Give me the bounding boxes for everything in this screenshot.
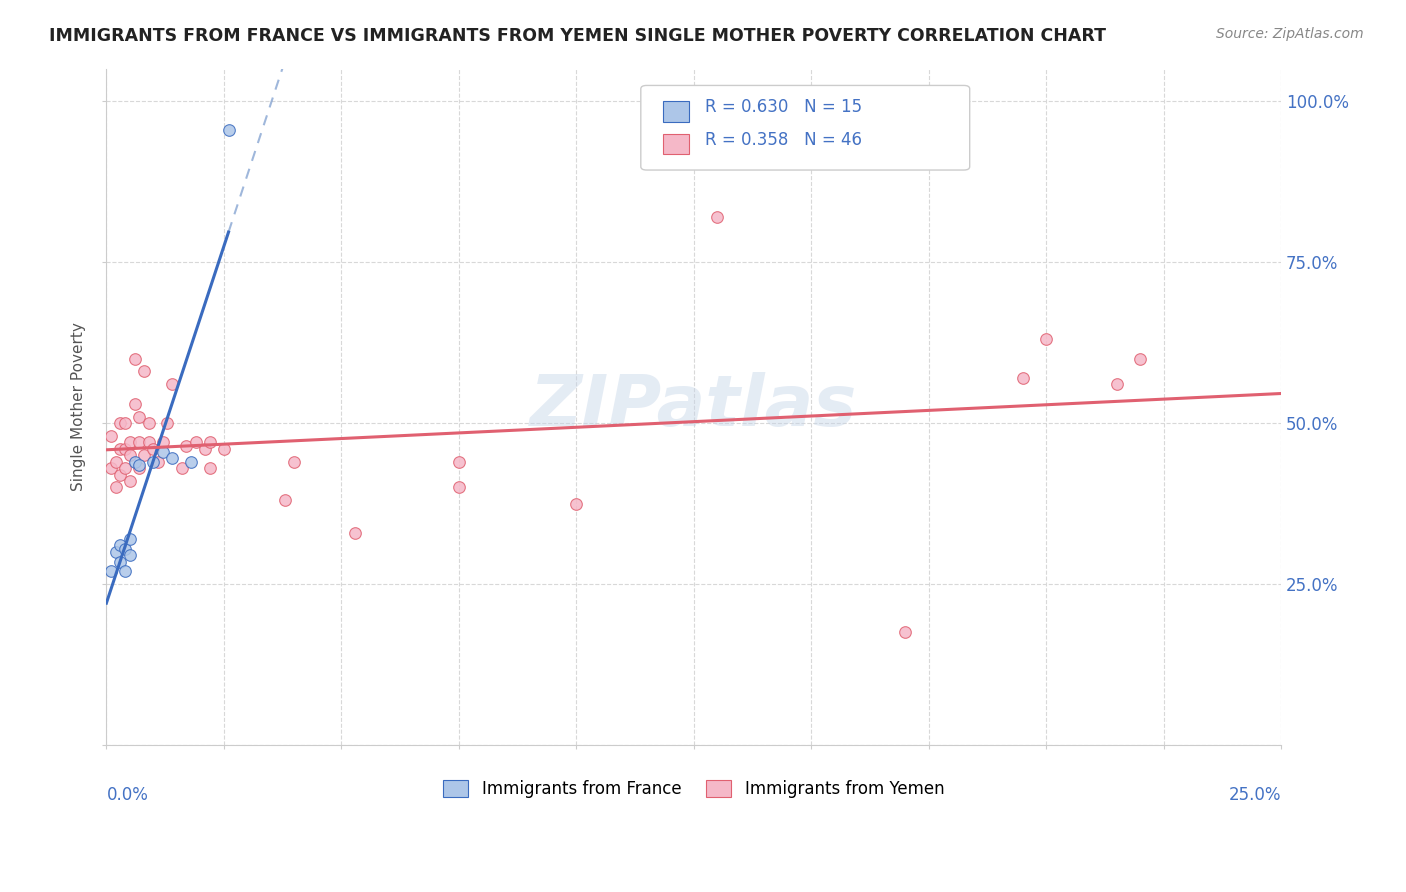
Point	[104, 455, 127, 469]
Point	[1129, 351, 1152, 366]
Point	[1011, 371, 1033, 385]
Point	[118, 548, 141, 562]
Point	[118, 532, 141, 546]
FancyBboxPatch shape	[641, 86, 970, 170]
Point	[283, 455, 305, 469]
Point	[184, 435, 207, 450]
Point	[110, 467, 132, 482]
Text: Source: ZipAtlas.com: Source: ZipAtlas.com	[1216, 27, 1364, 41]
Point	[198, 435, 221, 450]
Point	[274, 493, 297, 508]
Point	[100, 461, 122, 475]
Point	[118, 474, 141, 488]
Point	[138, 435, 160, 450]
Point	[198, 461, 221, 475]
Point	[132, 364, 155, 378]
Point	[447, 480, 470, 494]
Point	[894, 625, 917, 640]
Point	[218, 122, 240, 136]
Point	[100, 564, 122, 578]
Point	[138, 416, 160, 430]
Legend: Immigrants from France, Immigrants from Yemen: Immigrants from France, Immigrants from …	[436, 773, 950, 805]
Point	[114, 416, 136, 430]
Text: 0.0%: 0.0%	[107, 786, 148, 804]
Point	[100, 429, 122, 443]
Point	[142, 442, 165, 456]
Point	[110, 442, 132, 456]
Point	[142, 455, 165, 469]
Point	[174, 439, 197, 453]
FancyBboxPatch shape	[664, 134, 689, 154]
Point	[1035, 332, 1057, 346]
Point	[114, 541, 136, 556]
FancyBboxPatch shape	[664, 101, 689, 122]
Point	[128, 409, 150, 424]
Point	[194, 442, 217, 456]
Point	[110, 555, 132, 569]
Y-axis label: Single Mother Poverty: Single Mother Poverty	[72, 323, 86, 491]
Point	[124, 397, 146, 411]
Point	[160, 377, 183, 392]
Point	[104, 545, 127, 559]
Point	[110, 539, 132, 553]
Point	[128, 435, 150, 450]
Point	[170, 461, 193, 475]
Point	[447, 455, 470, 469]
Point	[114, 442, 136, 456]
Point	[212, 442, 235, 456]
Point	[128, 458, 150, 472]
Point	[146, 455, 169, 469]
Point	[118, 448, 141, 462]
Point	[344, 525, 367, 540]
Point	[124, 455, 146, 469]
Point	[565, 497, 588, 511]
Text: 25.0%: 25.0%	[1229, 786, 1281, 804]
Text: ZIPatlas: ZIPatlas	[530, 372, 858, 442]
Text: IMMIGRANTS FROM FRANCE VS IMMIGRANTS FROM YEMEN SINGLE MOTHER POVERTY CORRELATIO: IMMIGRANTS FROM FRANCE VS IMMIGRANTS FRO…	[49, 27, 1107, 45]
Point	[104, 480, 127, 494]
Point	[110, 416, 132, 430]
Point	[114, 461, 136, 475]
Point	[1105, 377, 1128, 392]
Point	[118, 435, 141, 450]
Text: R = 0.630   N = 15: R = 0.630 N = 15	[706, 98, 862, 116]
Text: R = 0.358   N = 46: R = 0.358 N = 46	[706, 130, 862, 149]
Point	[160, 451, 183, 466]
Point	[152, 435, 174, 450]
Point	[706, 210, 728, 224]
Point	[132, 448, 155, 462]
Point	[128, 461, 150, 475]
Point	[124, 351, 146, 366]
Point	[180, 455, 202, 469]
Point	[114, 564, 136, 578]
Point	[156, 416, 179, 430]
Point	[152, 445, 174, 459]
